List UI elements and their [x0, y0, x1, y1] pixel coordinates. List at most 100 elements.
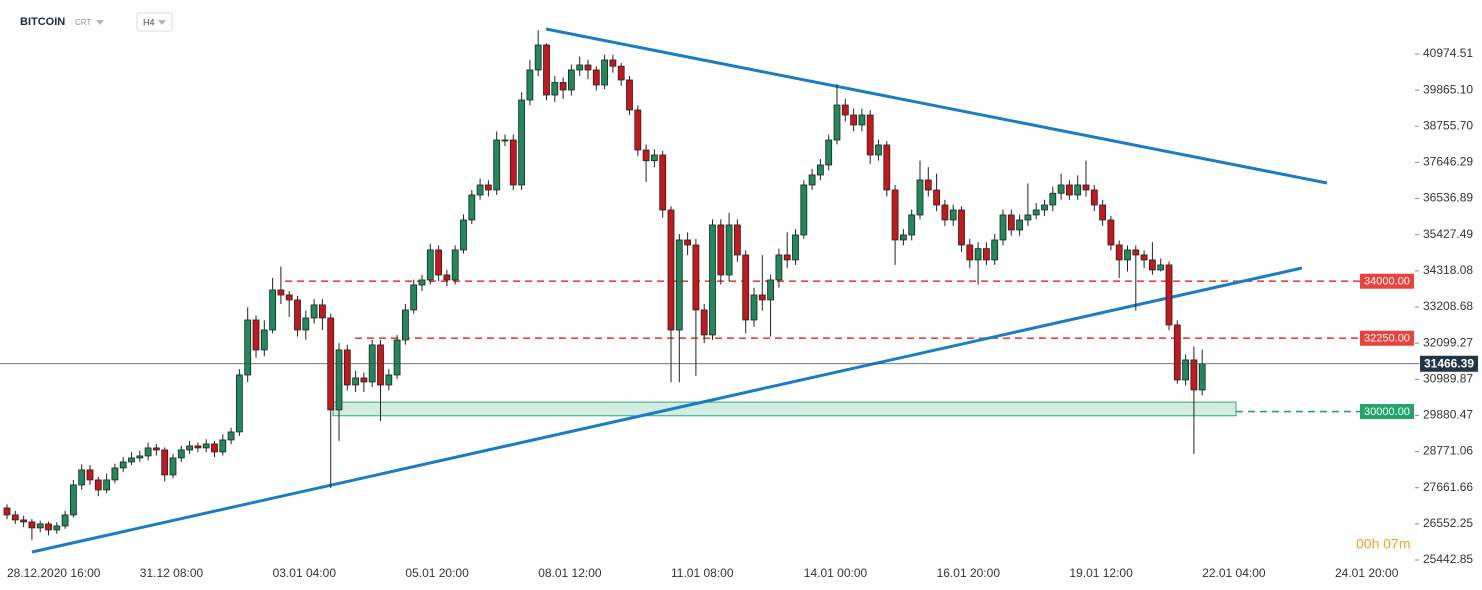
- candle-body: [1032, 209, 1040, 216]
- candle-body: [875, 144, 882, 156]
- axes: 40974.51 39865.10 38755.70 37646.29 36536.89…: [7, 46, 1478, 580]
- candle-body: [144, 447, 152, 457]
- y-tick-label: 28771.06: [1423, 444, 1473, 458]
- y-tick-label: 32099.27: [1423, 335, 1473, 349]
- candle-body: [576, 64, 584, 71]
- y-tick-label: 30989.87: [1423, 371, 1473, 385]
- candle-body: [78, 469, 86, 486]
- candle-body: [161, 449, 169, 476]
- candles: [0, 30, 1419, 540]
- interval-select[interactable]: [136, 12, 173, 32]
- candle-body: [883, 144, 891, 191]
- candle-body: [352, 377, 360, 386]
- interval-caret[interactable]: [158, 20, 166, 25]
- candle-body: [318, 304, 326, 319]
- y-tick-label: 40974.51: [1423, 46, 1473, 60]
- trendlines: [31, 27, 1328, 554]
- candle-body: [45, 523, 52, 531]
- candle-body: [418, 279, 426, 286]
- candle-body: [1057, 184, 1065, 194]
- candle-body: [825, 139, 833, 166]
- last-price-tag: [1420, 355, 1478, 372]
- trendline-upper: [545, 27, 1328, 185]
- candle-body: [924, 179, 932, 191]
- candle-body: [1124, 249, 1131, 261]
- candle-body: [949, 209, 957, 221]
- candle-body: [1090, 189, 1098, 206]
- candle-body: [792, 234, 799, 261]
- account-type[interactable]: CRT: [75, 18, 91, 27]
- candle-body: [750, 294, 758, 321]
- candle-body: [219, 439, 227, 453]
- x-tick-label: 24.01 20:00: [1335, 566, 1399, 580]
- candle-body: [933, 189, 940, 206]
- candle-body: [891, 189, 899, 241]
- level-tag: [1360, 404, 1414, 420]
- symbol-name: BITCOIN: [20, 16, 65, 28]
- candle-body: [808, 174, 816, 186]
- candle-body: [709, 224, 716, 336]
- candle-body: [61, 514, 69, 527]
- candle-body: [1107, 219, 1115, 246]
- candle-body: [186, 445, 194, 451]
- x-tick-label: 08.01 12:00: [538, 566, 602, 580]
- candle-body: [651, 154, 658, 162]
- candle-body: [584, 64, 592, 71]
- candle-body: [426, 249, 434, 281]
- candle-body: [725, 224, 733, 276]
- candle-body: [543, 44, 550, 96]
- y-tick-label: 34318.08: [1423, 263, 1473, 277]
- candle-body: [94, 479, 102, 491]
- candle-body: [866, 114, 874, 156]
- candle-countdown: 00h 07m: [1356, 536, 1410, 552]
- candle-body: [858, 114, 866, 126]
- trendline-lower: [31, 266, 1303, 554]
- x-tick-label: 14.01 00:00: [804, 566, 868, 580]
- candle-body: [742, 254, 750, 321]
- x-tick-label: 31.12 08:00: [140, 566, 204, 580]
- candle-body: [700, 309, 708, 336]
- candle-body: [1165, 264, 1173, 326]
- candle-body: [800, 184, 808, 236]
- level-label: 34000.00: [1364, 276, 1410, 288]
- candle-body: [526, 69, 534, 101]
- x-tick-label: 05.01 20:00: [405, 566, 469, 580]
- candle-body: [991, 239, 999, 261]
- candle-body: [1115, 244, 1123, 261]
- candle-body: [675, 239, 683, 331]
- candle-body: [1007, 214, 1015, 231]
- account-caret[interactable]: [96, 20, 104, 25]
- candle-body: [559, 82, 567, 91]
- candle-body: [169, 457, 177, 476]
- candle-body: [53, 525, 61, 531]
- candle-body: [377, 344, 384, 386]
- candle-body: [227, 431, 235, 441]
- candle-body: [775, 254, 783, 281]
- candle-body: [1149, 259, 1156, 271]
- candle-body: [202, 443, 210, 449]
- candle-body: [128, 457, 135, 463]
- candle-body: [509, 139, 517, 186]
- candle-body: [410, 284, 418, 311]
- candle-body: [1173, 324, 1181, 381]
- candle-body: [460, 219, 467, 251]
- candle-body: [86, 469, 94, 481]
- candle-body: [235, 374, 243, 433]
- y-tick-label: 29880.47: [1423, 408, 1473, 422]
- y-tick-label: 35427.49: [1423, 227, 1473, 241]
- y-tick-label: 27661.66: [1423, 480, 1473, 494]
- candle-body: [194, 445, 202, 449]
- candle-body: [1182, 359, 1189, 381]
- y-tick-label: 38755.70: [1423, 118, 1473, 132]
- candle-body: [1157, 264, 1165, 271]
- candle-body: [983, 248, 990, 261]
- interval-label[interactable]: H4: [143, 17, 155, 27]
- candle-body: [451, 249, 459, 281]
- candle-body: [1190, 359, 1198, 391]
- candle-body: [1016, 219, 1023, 231]
- candle-body: [1024, 214, 1032, 221]
- candle-body: [617, 65, 625, 81]
- candle-body: [260, 329, 268, 351]
- candle-body: [667, 209, 675, 331]
- candle-body: [1082, 184, 1090, 191]
